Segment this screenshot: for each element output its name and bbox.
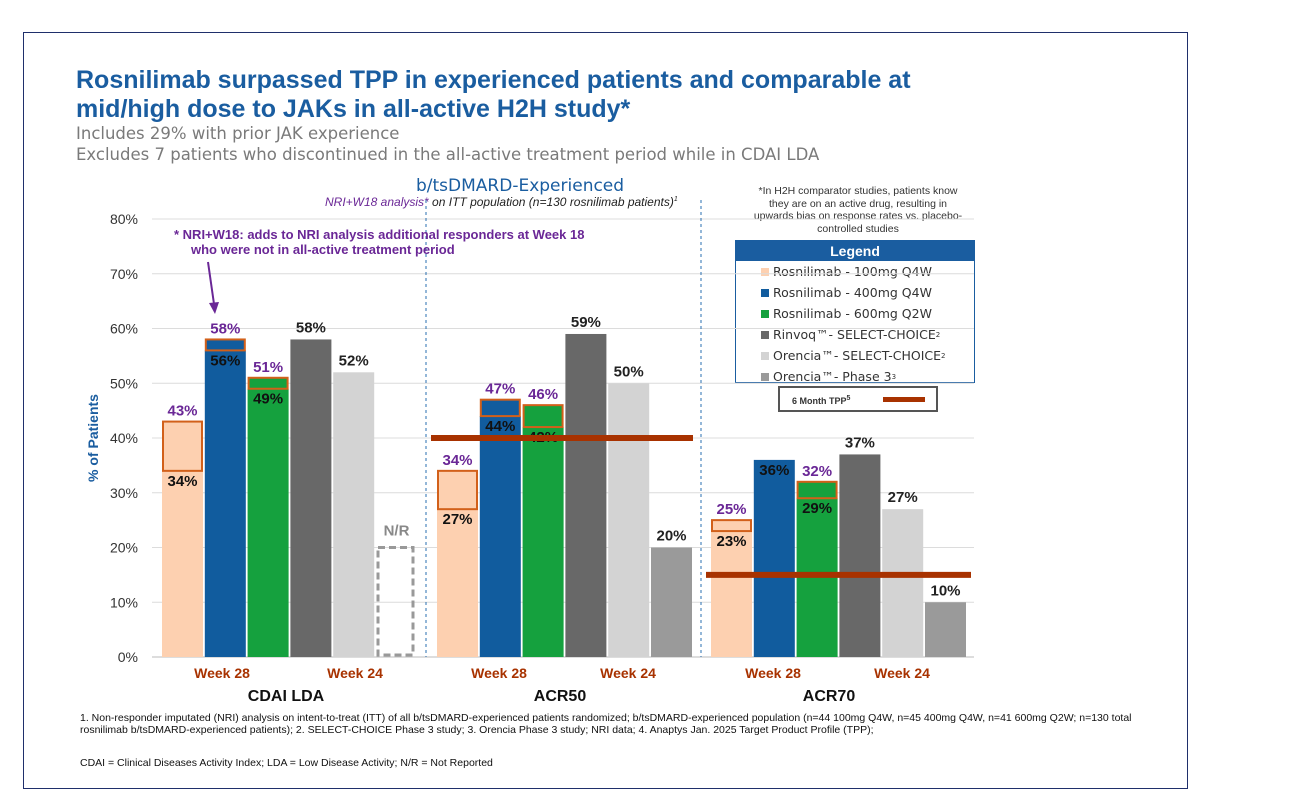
legend-swatch: [761, 288, 769, 297]
legend-item: Rosnilimab - 400mg Q4W: [736, 282, 974, 303]
legend-sup: 2: [941, 351, 946, 360]
legend-item: Rinvoq™- SELECT-CHOICE 2: [736, 324, 974, 345]
legend-swatch: [761, 309, 769, 318]
tpp-legend-sup: 5: [846, 395, 851, 402]
legend-item: Rosnilimab - 600mg Q2W: [736, 303, 974, 324]
chart-title: b/tsDMARD-Experienced: [416, 176, 625, 196]
legend-label: Rosnilimab - 100mg Q4W: [773, 264, 932, 279]
legend-label: Rosnilimab - 400mg Q4W: [773, 285, 932, 300]
legend-item: Orencia™- SELECT-CHOICE 2: [736, 345, 974, 366]
slide-frame: [23, 32, 1188, 789]
legend-sup: 2: [935, 330, 941, 339]
tpp-legend-label: 6 Month TPP: [792, 396, 847, 406]
legend-swatch: [761, 351, 769, 360]
legend-title: Legend: [736, 241, 974, 261]
abbreviations-footnote: CDAI = Clinical Diseases Activity Index;…: [80, 757, 493, 769]
legend-swatch: [761, 267, 769, 276]
subtitle-jak-experience: Includes 29% with prior JAK experience: [76, 124, 400, 143]
h2h-bias-note: *In H2H comparator studies, patients kno…: [753, 185, 963, 235]
chart-subtitle-highlight: NRI+W18 analysis*: [325, 195, 429, 209]
footnote: 1. Non-responder imputated (NRI) analysi…: [80, 712, 1132, 736]
subtitle-exclusion: Excludes 7 patients who discontinued in …: [76, 145, 820, 164]
tpp-legend-line: [883, 397, 925, 402]
legend-label: Rosnilimab - 600mg Q2W: [773, 306, 932, 321]
legend-label: Orencia™- SELECT-CHOICE: [773, 348, 942, 363]
legend-label: Orencia™- Phase 3: [773, 369, 892, 384]
legend-item: Rosnilimab - 100mg Q4W: [736, 261, 974, 282]
chart-subtitle-sup: 1: [673, 196, 678, 203]
legend-sup: 3: [891, 372, 897, 381]
legend-swatch: [761, 330, 769, 339]
tpp-legend-box: 6 Month TPP5: [778, 386, 938, 412]
legend-swatch: [761, 372, 769, 381]
chart-subtitle-rest: on ITT population (n=130 rosnilimab pati…: [428, 195, 674, 209]
legend: Legend Rosnilimab - 100mg Q4W Rosnilimab…: [735, 240, 975, 384]
legend-label: Rinvoq™- SELECT-CHOICE: [773, 327, 936, 342]
chart-subtitle: NRI+W18 analysis* on ITT population (n=1…: [325, 195, 678, 209]
slide-title: Rosnilimab surpassed TPP in experienced …: [76, 66, 911, 123]
